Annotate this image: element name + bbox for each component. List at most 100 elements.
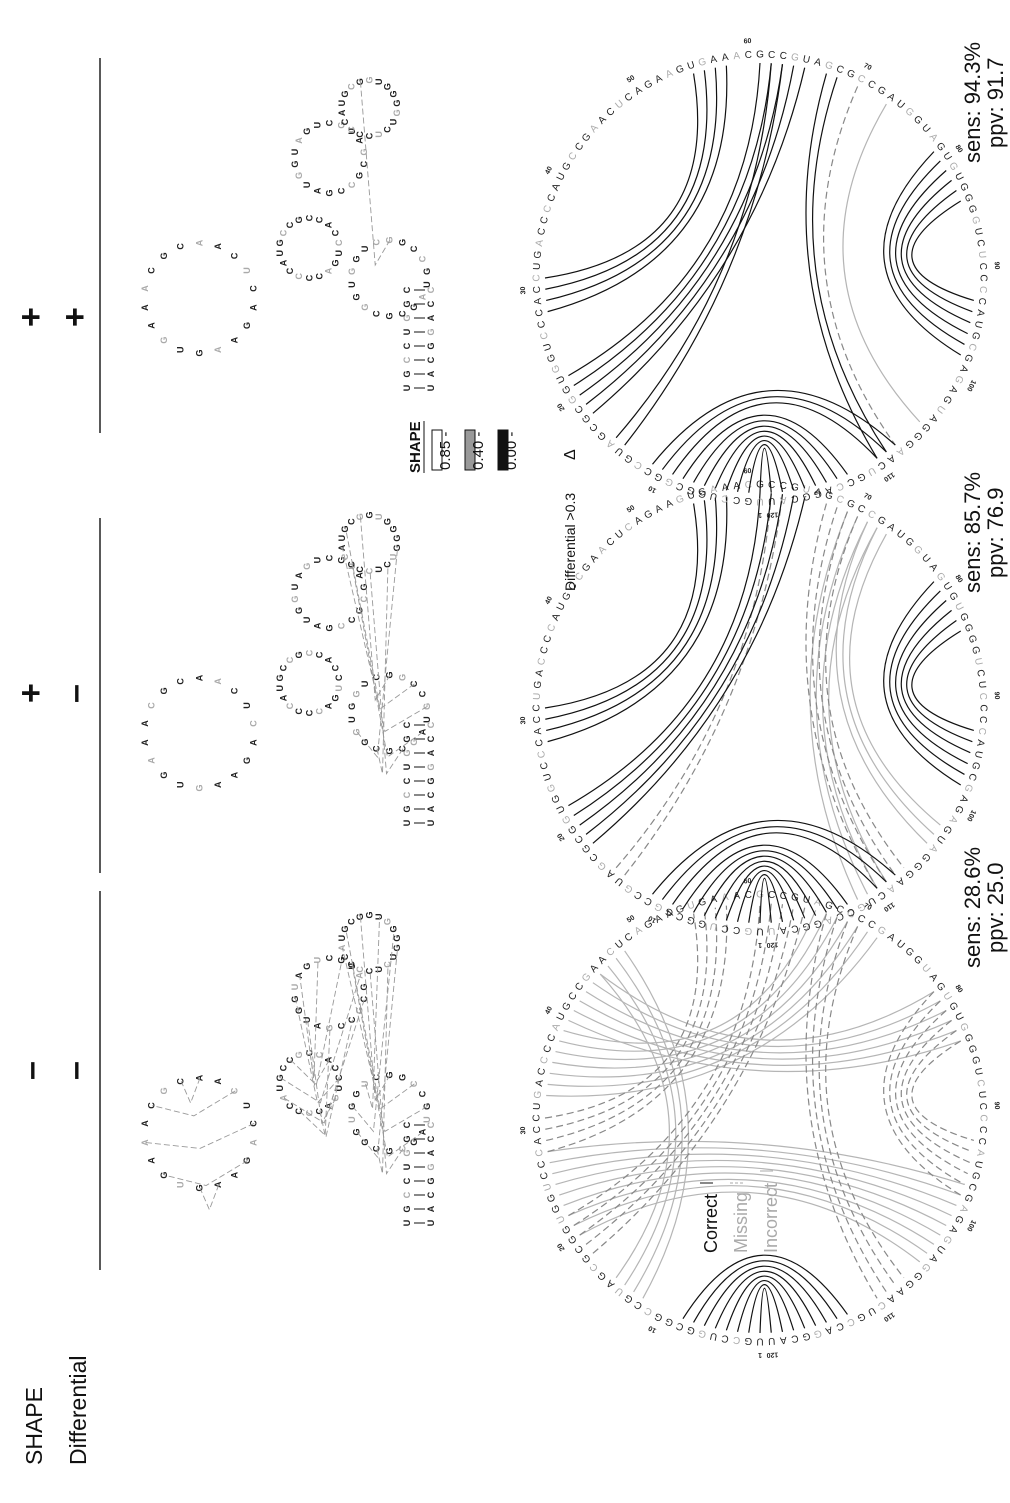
arc-nucleotide: A: [550, 182, 563, 193]
loop-nucleotide: C: [347, 1016, 357, 1023]
arc-nucleotide: U: [952, 601, 965, 612]
arc-tick-number: 120: [766, 511, 778, 519]
arc-nucleotide: C: [573, 833, 586, 845]
arc-nucleotide: U: [802, 54, 811, 66]
arc-nucleotide: C: [875, 458, 887, 471]
stem-nucleotide: C: [426, 735, 436, 742]
stem-nucleotide: G: [426, 342, 436, 349]
arc-nucleotide: G: [545, 352, 558, 363]
arc-nucleotide: G: [919, 421, 933, 434]
loop-nucleotide: C: [330, 229, 340, 236]
stem-nucleotide: A: [426, 1149, 436, 1156]
loop-nucleotide: U: [312, 122, 322, 129]
missing-pair-link: [145, 1123, 255, 1149]
correct-pair-arc: [759, 447, 772, 494]
arc-nucleotide: A: [974, 739, 986, 748]
metrics: sens: 28.6% ppv: 25.0 sens: 85.7% ppv: 7…: [960, 42, 1008, 968]
arc-nucleotide: C: [744, 480, 752, 491]
arc-nucleotide: G: [903, 106, 916, 120]
loop-nucleotide: G: [324, 189, 334, 196]
missing-pair-arc: [818, 511, 896, 876]
arc-nucleotide: A: [653, 913, 664, 926]
arc-nucleotide: C: [573, 403, 586, 415]
arc-nucleotide: G: [952, 373, 965, 385]
arc-nucleotide: G: [911, 114, 924, 127]
stem-nucleotide: C: [402, 1191, 412, 1198]
loop-nucleotide: A: [249, 1139, 259, 1146]
arc-nucleotide: U: [555, 171, 568, 182]
arc-nucleotide: G: [801, 490, 811, 502]
arc-nucleotide: C: [977, 716, 988, 724]
arc-nucleotide: C: [643, 1304, 655, 1317]
loop-nucleotide: A: [194, 674, 204, 681]
loop-nucleotide: U: [374, 913, 384, 920]
correct-pair-arc: [748, 874, 784, 923]
arc-nucleotide: C: [538, 761, 550, 771]
loop-nucleotide: C: [355, 131, 365, 138]
arc-nucleotide: A: [596, 544, 609, 557]
missing-pair-link: [352, 928, 395, 1133]
arc-nucleotide: G: [812, 1327, 823, 1340]
arc-nucleotide: G: [697, 1327, 708, 1340]
loop-nucleotide: U: [374, 78, 384, 85]
missing-pair-link: [351, 564, 424, 758]
loop-nucleotide: G: [275, 1074, 285, 1081]
loop-nucleotide: C: [359, 595, 369, 602]
arc-nucleotide: A: [779, 924, 787, 936]
arc-nucleotide: C: [974, 669, 986, 678]
arc-nucleotide: A: [927, 562, 940, 574]
arc-nucleotide: C: [536, 657, 548, 666]
arc-nucleotide: G: [744, 1335, 753, 1346]
arc-plot-3: UGCCUGGCGGCCGUAGCGCGGUGGUCCCACCUGACCCCAU…: [520, 38, 1000, 518]
arc-nucleotide: G: [911, 429, 924, 442]
loop-nucleotide: U: [422, 1116, 432, 1123]
correct-pair-arc: [672, 402, 878, 475]
arc-nucleotide: G: [946, 590, 960, 602]
arc-nucleotide: G: [596, 1269, 609, 1282]
arc-nucleotide: G: [911, 544, 924, 557]
arc-nucleotide: C: [675, 480, 686, 493]
shape-legend: SHAPE 0.85 - 0.40 - 0.00 - Differential …: [407, 421, 579, 591]
arc-nucleotide: U: [972, 1067, 984, 1076]
loop-nucleotide: A: [355, 137, 365, 144]
loop-nucleotide: C: [285, 1056, 295, 1063]
arc-nucleotide: A: [885, 91, 897, 104]
loop-nucleotide: U: [374, 966, 384, 973]
arc-nucleotide: G: [697, 487, 708, 500]
arc-nucleotide: C: [573, 141, 586, 153]
arc-nucleotide: G: [550, 793, 563, 805]
loop-nucleotide: G: [159, 252, 169, 259]
arc-nucleotide: C: [875, 1298, 887, 1311]
arc-nucleotide: G: [961, 782, 974, 793]
loop-nucleotide: G: [389, 90, 399, 97]
legend-swatch-low: [497, 429, 509, 471]
arc-nucleotide: U: [613, 875, 626, 888]
missing-pair-link: [307, 1019, 337, 1125]
arc-nucleotide: A: [813, 57, 823, 69]
arc-nucleotide: C: [567, 991, 580, 1003]
loop-nucleotide: A: [294, 137, 304, 144]
missing-pair-arc: [615, 493, 772, 869]
missing-pair-arc: [911, 1040, 974, 1142]
correct-pair-arc: [573, 63, 772, 387]
correct-pair-arc: [759, 877, 772, 924]
arc-nucleotide: C: [534, 738, 546, 747]
arc-nucleotide: A: [824, 484, 834, 497]
arc-nucleotide: C: [733, 494, 741, 506]
loop-nucleotide: C: [409, 680, 419, 687]
arc-nucleotide: U: [768, 925, 776, 936]
arc-nucleotide: C: [976, 297, 988, 305]
arc-nucleotide: G: [566, 393, 580, 406]
arc-nucleotide: C: [721, 922, 730, 934]
arc-nucleotide: C: [976, 1137, 988, 1145]
loop-nucleotide: C: [346, 83, 356, 90]
loop-nucleotide: G: [355, 607, 365, 614]
loop-nucleotide: G: [351, 1128, 361, 1135]
incorrect-pair-arc: [835, 521, 928, 844]
loop-nucleotide: C: [397, 745, 407, 752]
arc-nucleotide: G: [560, 1000, 574, 1012]
stem-nucleotide: G: [402, 1205, 412, 1212]
loop-nucleotide: U: [290, 149, 300, 156]
